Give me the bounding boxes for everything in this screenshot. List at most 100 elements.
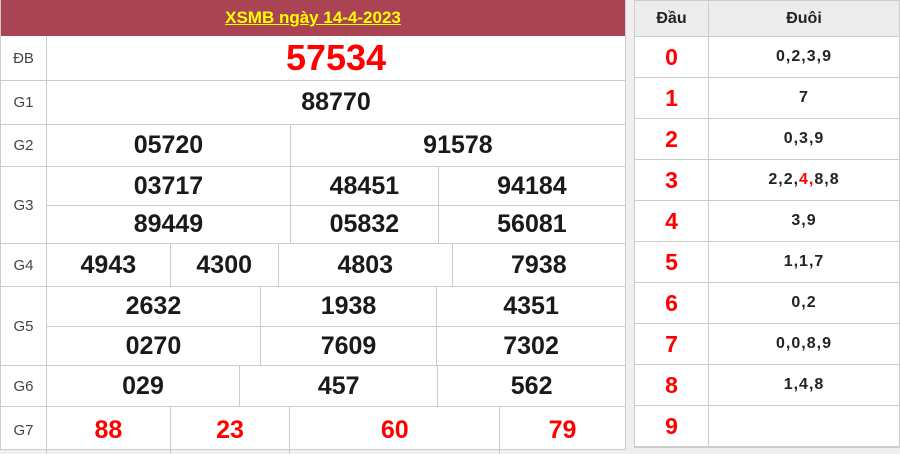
head-digit: 7 [635,324,709,364]
head-digit: 4 [635,201,709,241]
prize-number: 4351 [503,292,559,320]
prize-number: 91578 [423,131,493,159]
head-tail-row: 8 1, 4, 8 [635,365,899,406]
head-tail-row: 9 [635,406,899,447]
tail-digit: 9 [822,48,832,65]
prize-row-G5: G5 2632 1938 4351 0270 7609 7302 [1,286,625,365]
head-tail-row: 4 3, 9 [635,201,899,242]
prize-subrow: 4943 4300 4803 7938 [47,244,625,286]
tail-digit: 1, [783,253,800,270]
prize-values: 88 23 60 79 [47,407,625,454]
tail-digit: 7 [799,89,809,106]
prize-row-G2: G2 05720 91578 [1,124,625,166]
tail-digits: 0, 3, 9 [709,119,899,159]
tail-digit: 3, [791,212,807,229]
results-title-link[interactable]: XSMB ngày 14-4-2023 [225,8,401,27]
head-tail-row: 2 0, 3, 9 [635,119,899,160]
tail-digits: 7 [709,78,899,118]
head-digit: 2 [635,119,709,159]
table-gap [626,0,634,450]
head-tail-row: 6 0, 2 [635,283,899,324]
tail-digit: 0, [791,294,807,311]
tail-digit: 8 [814,376,825,393]
prize-subrow: 88 23 60 79 [47,407,625,454]
prize-values: 88770 [47,81,625,124]
prize-label: G2 [1,125,47,166]
tail-digit: 0, [776,335,792,352]
head-tail-row: 1 7 [635,78,899,119]
tail-digit: 3, [799,130,815,147]
results-table: XSMB ngày 14-4-2023 ĐB 57534 G1 88770 G2… [0,0,626,454]
head-tail-header: Đầu Đuôi [635,1,899,37]
prize-row-G6: G6 029 457 562 [1,365,625,406]
prize-number: 23 [171,407,291,454]
prize-row-G1: G1 88770 [1,80,625,124]
head-digit: 1 [635,78,709,118]
head-digit: 0 [635,37,709,77]
tail-digit: 0, [776,48,792,65]
head-digit: 5 [635,242,709,282]
prize-number: 05832 [291,206,439,243]
tail-digit: 0, [783,130,800,147]
prize-subrow: 57534 [47,36,625,80]
prize-number: 88 [47,407,171,454]
tail-digits: 1, 1, 7 [709,242,899,282]
tail-digit: 4, [799,376,815,393]
prize-row-ĐB: ĐB 57534 [1,36,625,80]
tail-digits: 0, 2 [709,283,899,323]
prize-subrow: 2632 1938 4351 [47,287,625,326]
prize-number: 05720 [47,125,291,166]
head-tail-table: Đầu Đuôi 0 0, 2, 3, 9 1 7 2 0, 3, 9 3 2, 2, 4, 8… [634,0,900,448]
tail-digit: 2, [768,171,784,188]
head-tail-row: 3 2, 2, 4, 8, 8 [635,160,899,201]
prize-subrow: 029 457 562 [47,366,625,406]
tail-digits: 0, 0, 8, 9 [709,324,899,364]
prize-number: 03717 [47,167,291,205]
prize-number: 457 [240,366,439,406]
tail-digit: 4, [799,171,815,188]
tail-digits: 0, 2, 3, 9 [709,37,899,77]
prize-number: 57534 [285,37,387,78]
prize-values: 029 457 562 [47,366,625,406]
prize-values: 2632 1938 4351 0270 7609 7302 [47,287,625,365]
prize-number: 4943 [47,244,171,286]
prize-subrow: 03717 48451 94184 [47,167,625,205]
head-tail-row: 5 1, 1, 7 [635,242,899,283]
head-tail-row: 0 0, 2, 3, 9 [635,37,899,78]
prize-label: ĐB [1,36,47,80]
prize-number: 562 [510,371,553,400]
tail-digit: 0, [791,335,807,352]
prize-number: 89449 [47,206,291,243]
prize-values: 4943 4300 4803 7938 [47,244,625,286]
prize-number: 48451 [291,167,439,205]
prize-number: 7938 [511,250,567,279]
tail-digit: 2 [806,294,817,311]
tail-digit: 2, [783,171,800,188]
prize-label: G4 [1,244,47,286]
prize-row-G7: G7 88 23 60 79 [1,406,625,454]
tail-digit: 8 [829,171,840,188]
prize-number: 79 [548,416,577,444]
tail-column-header: Đuôi [786,9,822,27]
tail-digits: 3, 9 [709,201,899,241]
tail-digits: 2, 2, 4, 8, 8 [709,160,899,200]
results-title-bar: XSMB ngày 14-4-2023 [1,0,625,36]
prize-number: 60 [290,407,501,454]
tail-digit: 1, [783,376,800,393]
tail-digit: 9 [822,335,832,352]
prize-number: 56081 [497,210,567,238]
head-tail-row: 7 0, 0, 8, 9 [635,324,899,365]
prize-label: G1 [1,81,47,124]
prize-number: 7302 [503,331,559,360]
prize-number: 94184 [497,171,567,200]
prize-subrow: 88770 [47,81,625,124]
prize-values: 03717 48451 94184 89449 05832 56081 [47,167,625,243]
prize-row-G3: G3 03717 48451 94184 89449 05832 56081 [1,166,625,243]
prize-number: 2632 [47,287,261,326]
prize-label: G5 [1,287,47,365]
prize-number: 4803 [279,244,453,286]
prize-label: G3 [1,167,47,243]
head-tail-body: 0 0, 2, 3, 9 1 7 2 0, 3, 9 3 2, 2, 4, 8, 8 4 3, 9 … [635,37,899,447]
prize-row-G4: G4 4943 4300 4803 7938 [1,243,625,286]
